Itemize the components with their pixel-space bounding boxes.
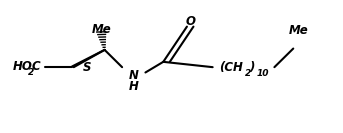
Text: 10: 10	[257, 69, 269, 78]
Text: Me: Me	[288, 24, 308, 37]
Text: HO: HO	[13, 60, 33, 73]
Text: (CH: (CH	[220, 61, 244, 74]
Text: S: S	[83, 61, 92, 74]
Text: ): )	[249, 61, 255, 74]
Text: 2: 2	[28, 68, 34, 77]
Text: O: O	[185, 15, 196, 28]
Text: 2: 2	[245, 69, 251, 78]
Text: H: H	[129, 80, 139, 93]
Text: C: C	[32, 60, 40, 73]
Text: Me: Me	[91, 23, 111, 36]
Text: N: N	[129, 69, 139, 82]
